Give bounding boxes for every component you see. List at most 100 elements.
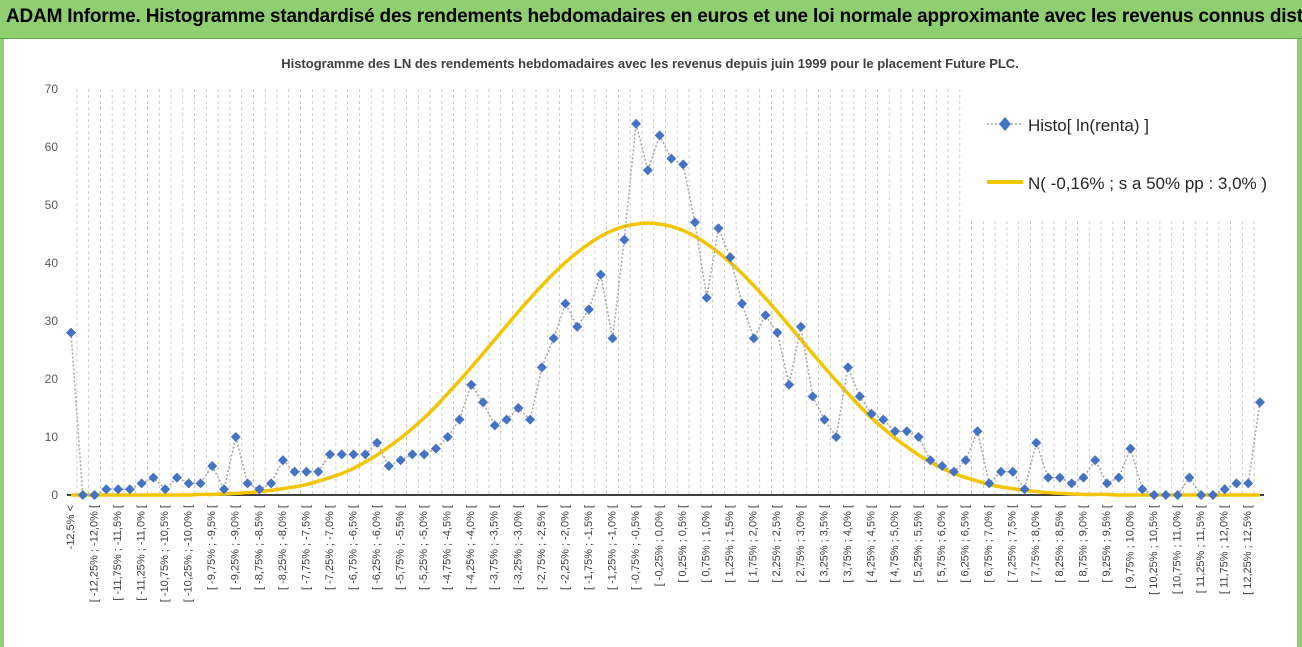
legend-histo-label: Histo[ ln(renta) ]	[1028, 116, 1149, 135]
y-tick-label: 60	[45, 140, 59, 154]
x-tick-label: [ 7,25% ; 7,5% [	[1007, 505, 1019, 583]
histogram-point	[289, 466, 300, 477]
x-tick-label: [ 5,75% ; 6,0% [	[936, 505, 948, 583]
x-tick-label: [ 7,75% ; 8,0% [	[1030, 505, 1042, 583]
report-header: ADAM Informe. Histogramme standardisé de…	[0, 0, 1302, 39]
x-tick-label: [ -11,25% ; -11,0% [	[136, 505, 148, 601]
histogram-point	[372, 437, 383, 448]
histogram-point	[948, 466, 959, 477]
histogram-point	[536, 362, 547, 373]
left-frame-border	[0, 39, 4, 647]
histogram-point	[313, 466, 324, 477]
histogram-point	[301, 466, 312, 477]
histogram-point	[678, 159, 689, 170]
x-tick-label: [ 12,25% ; 12,5% [	[1242, 505, 1254, 595]
x-tick-label: [ -8,25% ; -8,0% [	[277, 505, 289, 590]
x-tick-label: [ 4,75% ; 5,0% [	[889, 505, 901, 583]
legend: Histo[ ln(renta) ] N( -0,16% ; s a 50% p…	[962, 88, 1267, 218]
x-tick-label: [ -3,25% ; -3,0% [	[512, 505, 524, 590]
histogram-point	[89, 490, 100, 500]
histogram-point	[689, 217, 700, 228]
x-tick-label: [ 1,75% ; 2,0% [	[748, 505, 760, 583]
histogram-chart: Histogramme des LN des rendements hebdom…	[45, 56, 1267, 602]
histogram-point	[489, 420, 500, 431]
histogram-point	[1137, 484, 1148, 495]
histogram-point	[807, 391, 818, 402]
histogram-point	[478, 397, 489, 408]
x-tick-label: [ -2,25% ; -2,0% [	[559, 505, 571, 590]
legend-box	[962, 88, 1262, 218]
histogram-point	[784, 379, 795, 390]
histogram-point	[277, 455, 288, 466]
histogram-point	[1090, 455, 1101, 466]
histogram-point	[442, 432, 453, 442]
x-tick-label: [ 6,25% ; 6,5% [	[960, 505, 972, 583]
x-tick-label: [ 2,25% ; 2,5% [	[771, 505, 783, 583]
histogram-point	[136, 478, 147, 489]
x-tick-label: [ 3,75% ; 4,0% [	[842, 505, 854, 583]
histogram-point	[901, 426, 912, 437]
histogram-point	[513, 403, 524, 413]
histogram-point	[772, 327, 783, 338]
x-tick-label: [ 0,25% ; 0,5% [	[677, 505, 689, 583]
x-tick-label: [ 11,25% ; 11,5% [	[1195, 505, 1207, 593]
histogram-point	[1043, 472, 1054, 483]
x-tick-label: [ -4,25% ; -4,0% [	[465, 505, 477, 590]
histogram-point	[383, 461, 394, 471]
y-tick-label: 70	[45, 82, 59, 96]
histogram-point	[713, 223, 724, 234]
histogram-point	[113, 484, 124, 495]
x-tick-label: [ 9,25% ; 9,5% [	[1101, 505, 1113, 583]
x-tick-label: -12,5% <	[65, 505, 77, 549]
x-tick-label: [ 10,25% ; 10,5% [	[1148, 505, 1160, 595]
x-tick-label: [ -5,25% ; -5,0% [	[418, 505, 430, 590]
y-tick-label: 20	[45, 372, 59, 386]
histogram-point	[454, 414, 465, 425]
x-tick-label: [ 2,75% ; 3,0% [	[795, 505, 807, 583]
x-tick-label: [ -6,75% ; -6,5% [	[347, 505, 359, 590]
histogram-point	[890, 426, 901, 437]
normal-curve-line	[71, 221, 1260, 497]
histogram-point	[348, 449, 359, 460]
histogram-point	[854, 391, 865, 402]
histogram-point	[336, 449, 347, 460]
histogram-point	[360, 449, 371, 460]
histogram-point	[1066, 478, 1077, 489]
x-tick-label: [ -2,75% ; -2,5% [	[536, 505, 548, 590]
x-tick-label: [ -5,75% ; -5,5% [	[395, 505, 407, 590]
y-tick-label: 0	[51, 488, 58, 502]
histogram-point	[1196, 490, 1207, 500]
x-tick-label: [ -12,25% ; -12,0% [	[88, 505, 100, 602]
histogram-point	[560, 298, 571, 309]
histogram-point	[395, 455, 406, 466]
y-tick-label: 30	[45, 314, 59, 328]
histogram-point	[1054, 472, 1065, 483]
x-tick-label: [ -7,25% ; -7,0% [	[324, 505, 336, 590]
histogram-point	[242, 478, 253, 489]
x-tick-label: [ 4,25% ; 4,5% [	[865, 505, 877, 583]
y-tick-label: 40	[45, 256, 59, 270]
histogram-point	[842, 362, 853, 373]
histogram-point	[748, 333, 759, 344]
right-frame-border	[1297, 39, 1302, 647]
histogram-series	[66, 118, 1265, 500]
histogram-point	[1078, 472, 1089, 483]
x-tick-label: [ -1,75% ; -1,5% [	[583, 505, 595, 590]
histogram-point	[230, 432, 241, 442]
histogram-point	[466, 379, 477, 390]
x-tick-label: [ -8,75% ; -8,5% [	[253, 505, 265, 590]
histogram-point	[207, 461, 218, 471]
histogram-point	[1113, 472, 1124, 483]
histogram-point	[1101, 478, 1112, 489]
histogram-point	[219, 484, 230, 495]
histogram-point	[254, 484, 265, 495]
histogram-point	[324, 449, 335, 460]
histogram-point	[1231, 478, 1242, 489]
histogram-point	[737, 298, 748, 309]
x-tick-label: [ 5,25% ; 5,5% [	[913, 505, 925, 583]
histogram-point	[996, 466, 1007, 477]
histogram-point	[501, 414, 512, 425]
histogram-point	[595, 269, 606, 280]
histogram-point	[725, 252, 736, 263]
x-tick-label: [ -4,75% ; -4,5% [	[442, 505, 454, 590]
